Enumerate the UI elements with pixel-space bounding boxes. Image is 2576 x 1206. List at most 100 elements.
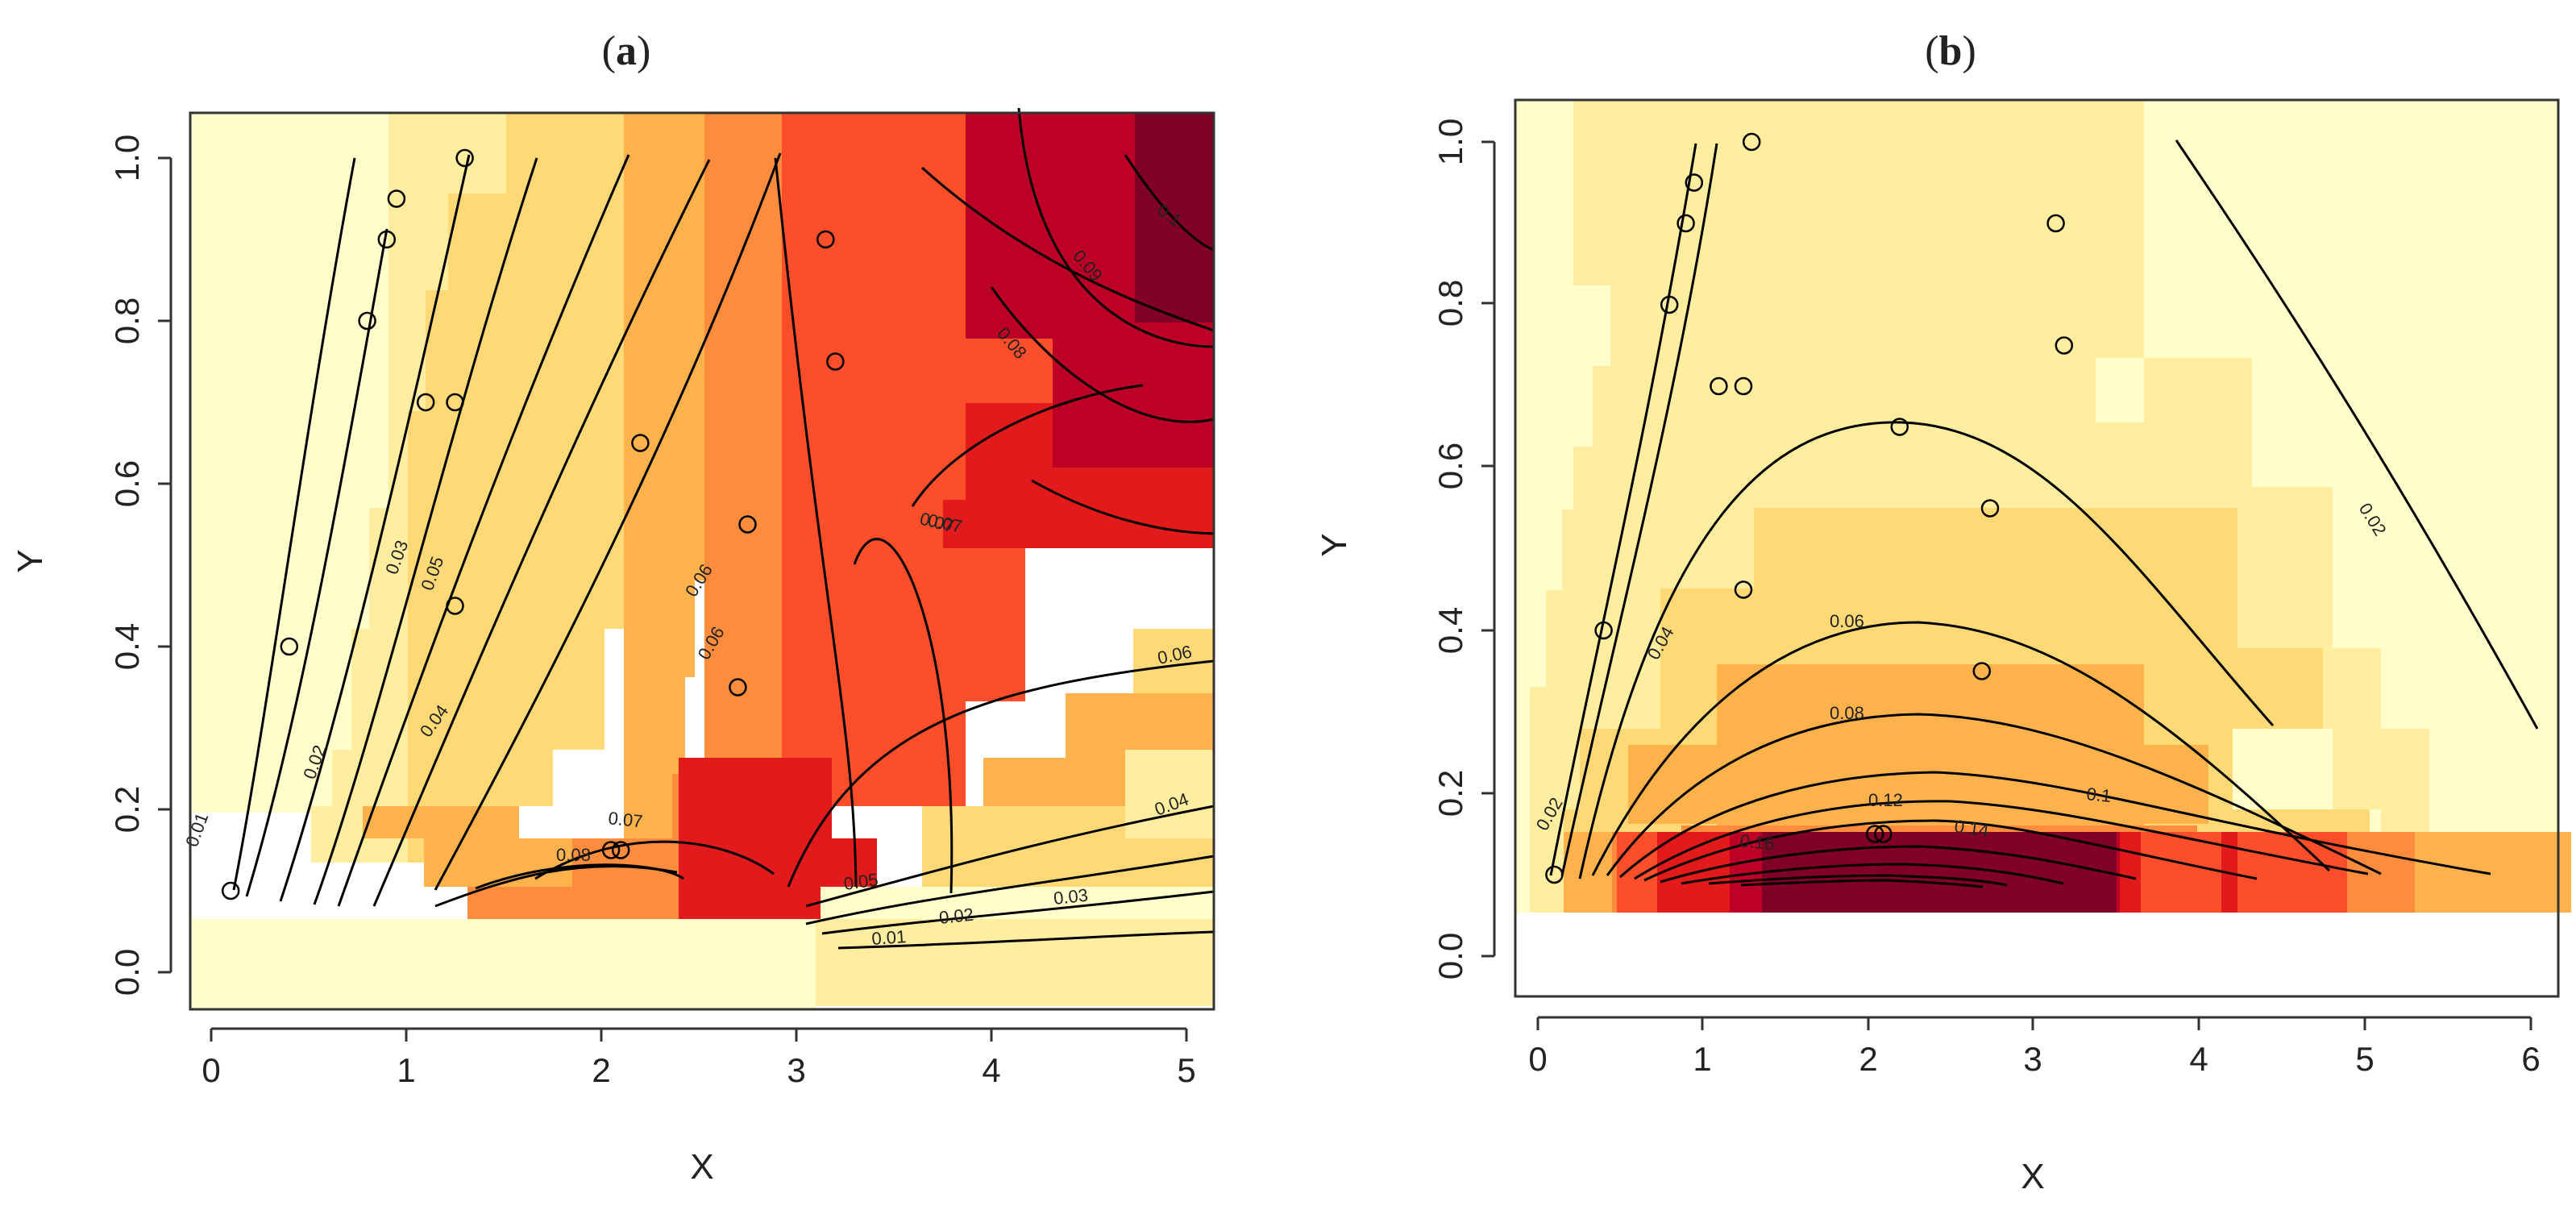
panel-a-y-tick-label: 0.8 (108, 297, 146, 344)
panel-b-data-point (1594, 621, 1613, 640)
panel-a-data-point (738, 515, 757, 534)
panel-a-heat-cell (1133, 629, 1214, 693)
panel-b-contour-line (1591, 621, 2331, 876)
panel-a-contour-line (911, 384, 1144, 507)
panel-b-heat-cell (1762, 832, 2117, 913)
panel-a-contour-line (475, 863, 684, 890)
panel-a-data-point (387, 189, 406, 208)
panel-b-heat-cell (2096, 100, 2144, 358)
panel-a-y-axis: 0.0 0.2 0.4 0.6 0.8 1.0 (108, 135, 172, 996)
panel-a-contour-label: 0.02 (938, 904, 974, 928)
panel-a-contour-line (434, 865, 678, 908)
panel-a-x-tick-label: 1 (397, 1051, 415, 1089)
panel-b-data-point (1874, 825, 1893, 843)
panel-a-contour-line (774, 157, 858, 888)
panel-a-heat-cell (351, 629, 408, 750)
panel-b-data-point (1742, 132, 1761, 152)
panel-a-heat-cell (814, 693, 966, 806)
panel-b-contour-label: 0.1 (2085, 784, 2112, 806)
panel-b-heat-cell (2333, 729, 2381, 809)
panel-b-heat-cell (1717, 664, 2144, 825)
panel-b-contour-line (1578, 421, 2275, 880)
panel-a-heat-cell (388, 193, 448, 290)
panel-b-heat-cell (1580, 832, 1612, 913)
panel-b-data-point (1865, 825, 1884, 843)
panel-b-data-point (1676, 214, 1695, 233)
panel-a-contour-line (837, 930, 1215, 950)
panel-b-contour-line (1740, 879, 1984, 888)
panel-a-data-point (358, 311, 376, 331)
panel-a-heat-cell (1125, 750, 1214, 838)
panel-a-x-tick-label: 5 (1177, 1051, 1195, 1089)
panel-a-contour-line (337, 154, 630, 907)
panel-a-contour-label: 0.03 (1053, 885, 1089, 909)
panel-a-heat-cell (821, 887, 1214, 919)
panel-b-contour-line (1560, 143, 1718, 876)
panel-a-contour-line (787, 659, 1215, 888)
panel-b-contour-line (1606, 713, 2382, 876)
panel-a-heat-cell (190, 919, 816, 1009)
panel-b-x-tick-label: 3 (2023, 1040, 2042, 1078)
panel-a-heat-cell (1053, 435, 1214, 468)
panel-a-contour-label: 0.08 (556, 845, 591, 865)
panel-b-y-tick-label: 0.2 (1431, 770, 1469, 817)
panel-b-x-tick-label: 5 (2355, 1040, 2374, 1078)
panel-b-heat-cell (1580, 729, 1628, 809)
panel-a-contour-line (245, 228, 388, 897)
panel-a-x-axis: 0 1 2 3 4 5 (202, 1027, 1196, 1089)
panel-a-x-tick-label: 3 (787, 1051, 805, 1089)
panel-b-heat-cell (2237, 648, 2323, 729)
panel-a-heat-cell (448, 193, 624, 290)
panel-a-heat-cell (624, 677, 685, 774)
panel-a-heat-cell (966, 113, 1053, 339)
panel-a-contour-line (805, 805, 1215, 908)
panel-b-contour-line (1660, 845, 2137, 884)
panel-a-data-point (446, 393, 464, 412)
panel-a-y-tick-label: 1.0 (108, 135, 146, 181)
panel-a-data-point (221, 881, 240, 900)
panel-a-heat-cell (363, 806, 519, 838)
panel-a-contour-line (232, 157, 356, 891)
panel-a-heat-cell (624, 419, 704, 580)
panel-a-heat-cell (426, 290, 624, 411)
panel-b-contour-line (2175, 139, 2539, 730)
panel-a-data-point (446, 597, 464, 615)
panel-b-contour-label: 0.16 (1739, 830, 1775, 854)
panel-a-heat-cell (1066, 693, 1214, 758)
panel-a-contour-label: 0.05 (842, 869, 879, 894)
panel-a-data-point (416, 393, 435, 412)
panel-b-y-axis: 0.0 0.2 0.4 0.6 0.8 1.0 (1431, 119, 1496, 979)
panel-a-x-tick-label: 2 (592, 1051, 610, 1089)
panel-b-contour-line (1619, 771, 2491, 879)
panel-a-heat-cell (624, 113, 704, 419)
panel-a-contour-line (920, 166, 1215, 332)
panel-b-data-point (1685, 173, 1704, 192)
panel-a-contour-label: 0.01 (181, 810, 212, 850)
panel-a-contour-line (279, 154, 471, 902)
panel-a-contour-label: 0.07 (607, 808, 643, 831)
panel-a-data-point (729, 678, 747, 697)
panel-b-contour-line (1643, 819, 2258, 882)
panel-a-contour-line (1017, 107, 1215, 348)
panel-b-data-point (2046, 214, 2065, 233)
panel-a-heat-cell (388, 290, 426, 411)
panel-a-y-tick-label: 0.4 (108, 623, 146, 670)
panel-a-data-point (280, 637, 299, 656)
panel-b-contour-labels: 0.020.040.060.080.10.120.140.160.02 (1532, 499, 2391, 854)
panel-a-heat-cell (782, 355, 872, 548)
panel-a-x-axis-label: X (690, 1147, 713, 1187)
panel-b-x-axis-label: X (2021, 1157, 2044, 1196)
panel-b-x-axis: 0 1 2 3 4 5 6 (1528, 1016, 2541, 1078)
panel-a-contour-line (805, 855, 1215, 925)
panel-b-contour-label: 0.08 (1830, 703, 1864, 723)
panel-a-contour-line (821, 890, 1215, 935)
panel-a-heat-cell (388, 113, 506, 193)
panel-b-heatmap (1515, 100, 2571, 913)
panel-a-contour-line (1031, 479, 1215, 535)
panel-b: (b) 0.020.040.060.080.10.120.140.160.02 … (1315, 28, 2571, 1196)
panel-a-contour-line (313, 157, 538, 905)
panel-a-heat-cell (506, 113, 624, 193)
panel-a-data-point (611, 841, 630, 859)
panel-b-contour-label: 0.06 (1830, 611, 1864, 631)
